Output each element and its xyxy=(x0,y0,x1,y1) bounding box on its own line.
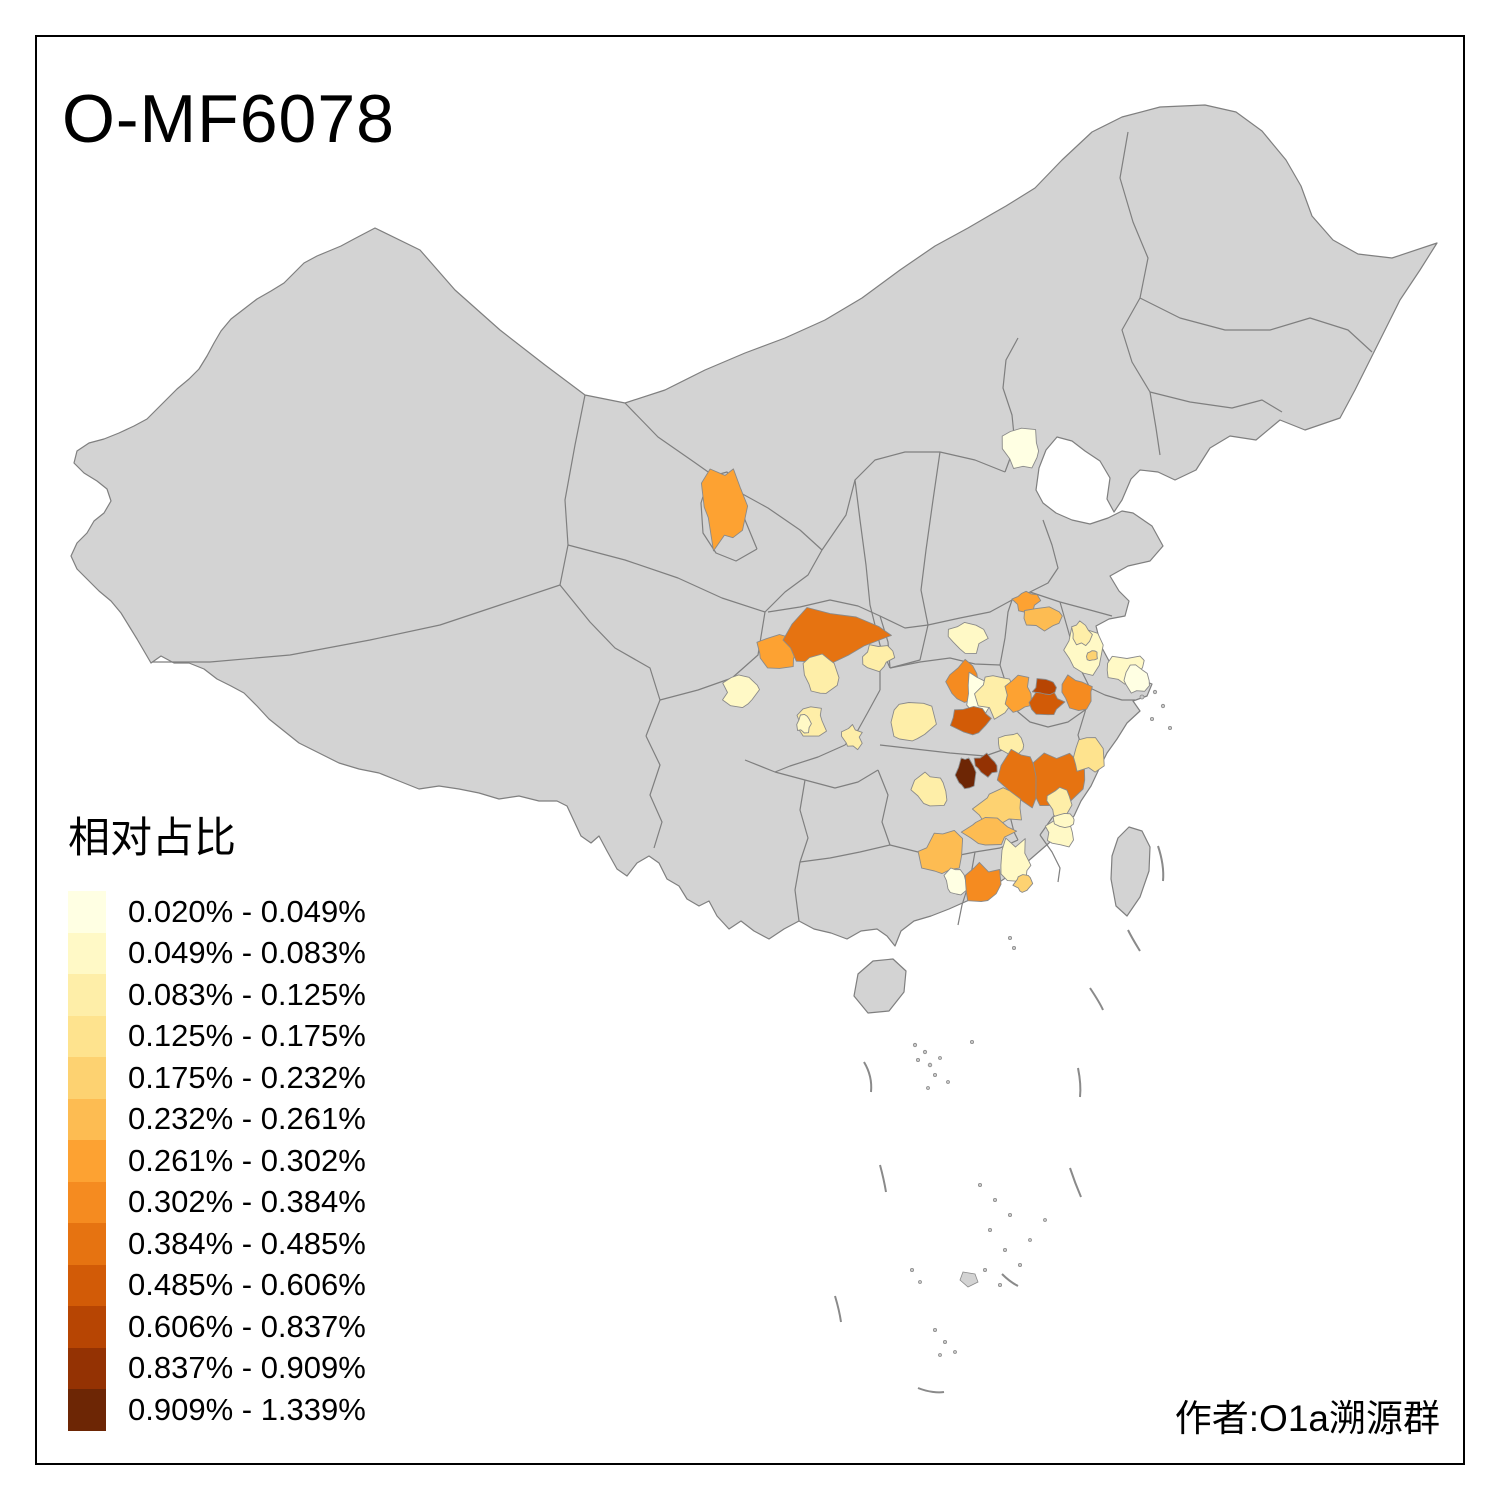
legend-label: 0.083% - 0.125% xyxy=(128,976,366,1012)
map-region xyxy=(910,771,948,807)
china-outline xyxy=(70,104,1438,947)
page-title: O-MF6078 xyxy=(62,81,395,157)
map-region xyxy=(943,867,969,896)
colored-regions-layer xyxy=(700,427,1150,902)
map-region xyxy=(1052,812,1075,829)
legend-label: 0.020% - 0.049% xyxy=(128,893,366,929)
map-region xyxy=(1086,650,1098,662)
legend-label: 0.485% - 0.606% xyxy=(128,1267,366,1303)
legend-swatch xyxy=(68,1181,106,1223)
map-region xyxy=(802,653,840,694)
legend-row: 0.606% - 0.837% xyxy=(68,1306,366,1348)
legend-label: 0.125% - 0.175% xyxy=(128,1018,366,1054)
legend-label: 0.909% - 1.339% xyxy=(128,1391,366,1427)
legend-row: 0.020% - 0.049% xyxy=(68,891,366,933)
legend-row: 0.837% - 0.909% xyxy=(68,1347,366,1389)
legend-swatch xyxy=(68,1223,106,1265)
legend-swatch xyxy=(68,1264,106,1306)
nine-dash-line-dashes xyxy=(834,845,1165,1394)
map-region xyxy=(1001,427,1040,469)
legend-swatch xyxy=(68,1140,106,1182)
map-region xyxy=(1004,674,1033,713)
map-region xyxy=(964,861,1002,902)
legend-swatch xyxy=(68,932,106,974)
map-region xyxy=(973,752,998,778)
map-region xyxy=(862,644,896,673)
map-region xyxy=(890,702,937,742)
map-region xyxy=(1023,606,1063,632)
legend-row: 0.049% - 0.083% xyxy=(68,932,366,974)
map-region xyxy=(996,748,1046,809)
map-region xyxy=(949,706,992,736)
author-credit: 作者:O1a溯源群 xyxy=(1174,1398,1440,1439)
legend-label: 0.606% - 0.837% xyxy=(128,1308,366,1344)
legend-row: 0.083% - 0.125% xyxy=(68,974,366,1016)
legend-swatch xyxy=(68,1389,106,1431)
map-region xyxy=(960,817,1018,846)
legend-title: 相对占比 xyxy=(68,814,237,861)
legend-row: 0.485% - 0.606% xyxy=(68,1264,366,1306)
legend-swatch xyxy=(68,891,106,933)
map-region xyxy=(1123,664,1150,694)
map-region xyxy=(971,787,1022,826)
legend-label: 0.384% - 0.485% xyxy=(128,1225,366,1261)
legend-label: 0.175% - 0.232% xyxy=(128,1059,366,1095)
legend-label: 0.261% - 0.302% xyxy=(128,1142,366,1178)
legend: 相对占比 0.020% - 0.049% 0.049% - 0.083% 0.083… xyxy=(68,804,366,1431)
map-region xyxy=(1031,678,1057,696)
legend-label: 0.837% - 0.909% xyxy=(128,1350,366,1386)
legend-row: 0.302% - 0.384% xyxy=(68,1181,366,1223)
legend-row: 0.384% - 0.485% xyxy=(68,1223,366,1265)
map-region xyxy=(796,713,812,734)
legend-swatch xyxy=(68,974,106,1016)
legend-label: 0.049% - 0.083% xyxy=(128,935,366,971)
map-region xyxy=(974,675,1015,720)
legend-row: 0.261% - 0.302% xyxy=(68,1140,366,1182)
map-region xyxy=(1071,620,1093,647)
map-region xyxy=(700,468,749,552)
taiwan-island xyxy=(1110,826,1151,917)
map-region xyxy=(1061,674,1093,712)
map-region xyxy=(782,607,892,663)
map-region xyxy=(722,674,760,709)
map-region xyxy=(947,621,989,654)
legend-rows: 0.020% - 0.049% 0.049% - 0.083% 0.083% - 0… xyxy=(68,891,366,1431)
legend-row: 0.175% - 0.232% xyxy=(68,1057,366,1099)
legend-row: 0.232% - 0.261% xyxy=(68,1098,366,1140)
legend-row: 0.125% - 0.175% xyxy=(68,1015,366,1057)
legend-label: 0.302% - 0.384% xyxy=(128,1184,366,1220)
island-dots xyxy=(910,689,1173,1357)
legend-swatch xyxy=(68,1347,106,1389)
legend-swatch xyxy=(68,1057,106,1099)
legend-swatch xyxy=(68,1015,106,1057)
legend-label: 0.232% - 0.261% xyxy=(128,1101,366,1137)
south-china-sea-features xyxy=(834,689,1173,1394)
legend-swatch xyxy=(68,1306,106,1348)
legend-row: 0.909% - 1.339% xyxy=(68,1389,366,1431)
map-region xyxy=(840,724,863,751)
hainan-island xyxy=(853,958,907,1014)
map-region xyxy=(954,757,977,790)
legend-swatch xyxy=(68,1098,106,1140)
map-region xyxy=(1073,737,1105,773)
map-region xyxy=(1012,874,1034,893)
